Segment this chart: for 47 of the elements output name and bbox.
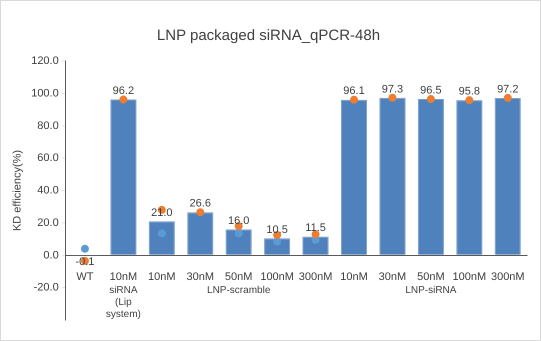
y-tick-label: 100.0 — [31, 87, 59, 100]
x-tick-label: 300nM — [298, 270, 332, 283]
point — [119, 96, 128, 104]
annotation: siRNA (Lip system) — [106, 285, 141, 320]
x-tick-label: WT — [76, 270, 94, 283]
data-label: 97.3 — [382, 83, 404, 96]
y-tick-label: 0.0 — [43, 249, 59, 262]
data-label: 96.5 — [420, 84, 442, 97]
x-tick-label: 30nM — [186, 270, 214, 283]
y-tick-label: 120.0 — [31, 55, 59, 68]
data-label: 26.6 — [190, 198, 211, 210]
x-tick-label: 10nM — [148, 270, 176, 283]
y-tick-label: 60.0 — [37, 152, 59, 164]
point — [80, 244, 89, 253]
x-tick-label: 50nM — [417, 270, 445, 283]
y-tick-label: -20.0 — [34, 282, 59, 294]
x-tick-label: 10nM — [110, 270, 138, 283]
data-label: 96.2 — [112, 85, 134, 98]
x-tick-label: 30nM — [378, 270, 406, 283]
point — [234, 229, 243, 238]
point — [158, 229, 166, 238]
data-label: 10.5 — [266, 224, 288, 236]
data-label: 21.0 — [151, 206, 173, 219]
point — [465, 96, 474, 104]
point — [196, 208, 204, 216]
point — [273, 237, 282, 246]
data-label: 96.1 — [343, 85, 365, 98]
data-label: 16.0 — [228, 214, 250, 227]
y-tick-label: 20.0 — [37, 216, 59, 229]
point — [388, 94, 396, 102]
x-tick-label: 50nM — [224, 270, 252, 283]
data-label: 11.5 — [305, 222, 326, 234]
data-label: 95.8 — [458, 86, 480, 98]
point — [504, 94, 512, 102]
y-tick-label: 40.0 — [37, 184, 59, 197]
x-tick-label: 300nM — [490, 270, 525, 283]
point — [350, 96, 358, 104]
x-tick-label: 10nM — [340, 270, 368, 283]
data-label: 97.2 — [497, 83, 518, 96]
x-tick-label: 100nM — [260, 270, 294, 283]
point — [426, 95, 435, 104]
y-tick-label: 80.0 — [37, 120, 59, 132]
x-tick-label: 100nM — [452, 270, 486, 283]
annotation: LNP-siRNA — [405, 285, 457, 296]
chart-title: LNP packaged siRNA_qPCR-48h — [156, 27, 380, 44]
annotation: LNP-scramble — [207, 285, 271, 296]
y-axis-title: KD efficiency(%) — [12, 150, 24, 232]
